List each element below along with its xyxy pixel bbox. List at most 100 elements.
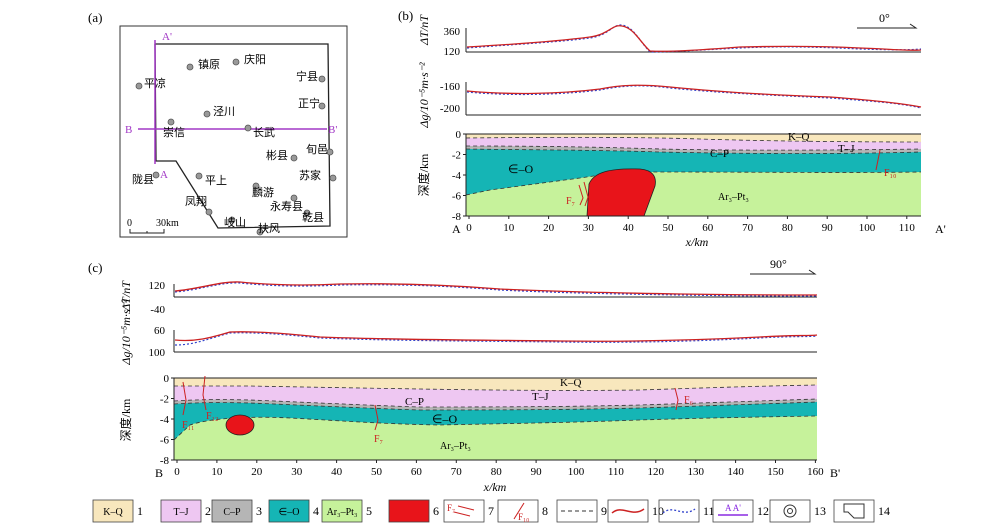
panel-b-direction: 0° <box>879 11 890 25</box>
panel-c-unit-cretaceous-quaternary <box>174 378 817 391</box>
panel-c-end-left: B <box>155 466 163 480</box>
town-marker: 正宁 <box>298 96 326 110</box>
legend-number: 12 <box>757 504 769 518</box>
legend-number: 10 <box>652 504 664 518</box>
legend-swatch <box>268 499 310 523</box>
legend-item: 13 <box>769 499 826 523</box>
legend-item: 11 <box>658 499 715 523</box>
x-tick-label: 60 <box>702 222 714 234</box>
panel-c-fault-f11-label: F₁₁ <box>182 420 195 431</box>
panel-c-fault-f6-line <box>674 387 679 411</box>
x-tick-label: 70 <box>742 222 754 234</box>
town-marker: 平凉 <box>135 76 166 90</box>
x-tick-label: 10 <box>503 222 515 234</box>
panel-c-fault-f7-line <box>374 404 379 431</box>
town-name: 凤翔 <box>185 194 207 208</box>
panel-c: (c) 90° ΔT/nT 120 -40 Δg/10⁻⁵m·s⁻² 60 10… <box>88 257 840 494</box>
town-symbol <box>329 174 337 182</box>
depth-tick-label: -2 <box>452 150 461 162</box>
panel-c-depth-ylabel: 深度/km <box>118 398 133 441</box>
panel-b-label-tj: T–J <box>838 143 855 155</box>
town-name: 彬县 <box>266 149 288 162</box>
legend-swatch <box>388 499 430 523</box>
x-tick-label: 160 <box>807 466 824 478</box>
legend-swatch <box>769 499 811 523</box>
depth-tick-label: 0 <box>164 373 170 385</box>
panel-b-depth-ticks: 0 -2 -4 -6 -8 <box>452 129 466 223</box>
x-tick-label: 80 <box>782 222 794 234</box>
legend-number: 6 <box>433 504 439 518</box>
town-marker: 陇县 <box>132 171 160 186</box>
panel-c-end-right: B' <box>830 466 840 480</box>
panel-b: (b) 0° ΔT/nT 360 120 Δg/10⁻⁵m·s⁻² -160 -… <box>398 8 946 249</box>
panel-c-x-ticks: 0 10 20 30 40 50 60 70 80 90 100 110 120 130 140 150 160 <box>174 460 824 478</box>
town-name: 苏家 <box>299 168 321 182</box>
panel-b-mag-observed-curve <box>466 25 922 52</box>
panel-c-grav-tick-bottom: 100 <box>149 347 166 359</box>
panel-c-fault-f12-label: F₁₂ <box>206 411 219 422</box>
depth-tick-label: -6 <box>452 191 462 203</box>
panel-b-intrusion-body <box>586 168 656 217</box>
town-marker: 泾川 <box>203 105 235 118</box>
town-name: 庆阳 <box>244 52 266 66</box>
panel-c-grav-tick-top: 60 <box>154 325 166 337</box>
depth-tick-label: -6 <box>160 435 170 447</box>
legend-swatch <box>712 499 754 523</box>
town-name: 崇信 <box>163 126 185 139</box>
town-symbol <box>318 102 326 110</box>
panel-b-mag-tick-top: 360 <box>444 26 461 38</box>
x-tick-label: 20 <box>251 466 263 478</box>
legend-swatch-label: Ar₃–Pt₃ <box>327 507 358 518</box>
town-symbol <box>195 172 203 180</box>
town-name: 泾川 <box>213 105 235 118</box>
town-symbol <box>244 124 252 132</box>
town-name: 平凉 <box>144 76 166 90</box>
panel-b-grav-ylabel: Δg/10⁻⁵m·s⁻² <box>417 62 431 129</box>
town-symbol <box>326 148 334 156</box>
panel-c-mag-tick-bottom: -40 <box>150 304 165 316</box>
town-marker: 镇原 <box>186 57 220 71</box>
legend-swatch-label: F₇ <box>447 503 455 513</box>
x-tick-label: 150 <box>767 466 784 478</box>
legend-swatch <box>92 499 134 523</box>
panel-c-mag-observed-curve <box>174 281 818 296</box>
legend-swatch-label: ∈–O <box>279 507 300 518</box>
legend-number: 9 <box>601 504 607 518</box>
panel-b-fault-f7-line-2 <box>583 181 589 207</box>
panel-c-fault-f7-label: F₇ <box>374 434 383 445</box>
town-symbol <box>256 228 264 236</box>
profile-a-bottom-label: A <box>160 169 168 181</box>
panel-c-label: (c) <box>88 260 102 275</box>
depth-tick-label: -4 <box>160 414 170 426</box>
town-name: 长武 <box>253 126 275 139</box>
depth-tick-label: -4 <box>452 170 462 182</box>
town-symbol <box>228 216 236 224</box>
profile-b-left-label: B <box>125 124 132 136</box>
legend-swatch <box>211 499 253 523</box>
legend-swatch <box>497 499 539 523</box>
panel-c-label-arpt: Ar₃–Pt₃ <box>440 441 471 452</box>
legend-swatch-label: F₁₀ <box>518 512 529 522</box>
panel-c-fault-f12-line <box>202 375 207 411</box>
legend-swatch <box>160 499 202 523</box>
depth-tick-label: -2 <box>160 394 169 406</box>
legend-number: 8 <box>542 504 548 518</box>
panel-c-intrusion-body <box>225 414 255 436</box>
x-tick-label: 50 <box>371 466 383 478</box>
scale-label: 30km <box>156 218 179 229</box>
legend: K–Q 1 T–J 2 C–P 3 ∈–O 4 Ar₃–Pt₃ 5 6 F₇ 7 F₁₀ 8 9 10 11 A A… <box>92 499 890 523</box>
panel-c-direction-arrow <box>750 269 817 275</box>
town-name: 乾县 <box>302 211 324 224</box>
panel-b-boundary-2 <box>465 145 922 151</box>
legend-item: Ar₃–Pt₃ 5 <box>321 499 372 523</box>
legend-number: 4 <box>313 504 319 518</box>
legend-number: 2 <box>205 504 211 518</box>
panel-b-grav-tick-bottom: -200 <box>440 103 461 115</box>
legend-swatch-label: K–Q <box>103 507 123 518</box>
panel-b-label-kq: K–Q <box>788 131 809 143</box>
legend-swatch <box>833 499 875 523</box>
legend-swatch <box>658 499 700 523</box>
town-marker: 麟游 <box>252 182 274 199</box>
